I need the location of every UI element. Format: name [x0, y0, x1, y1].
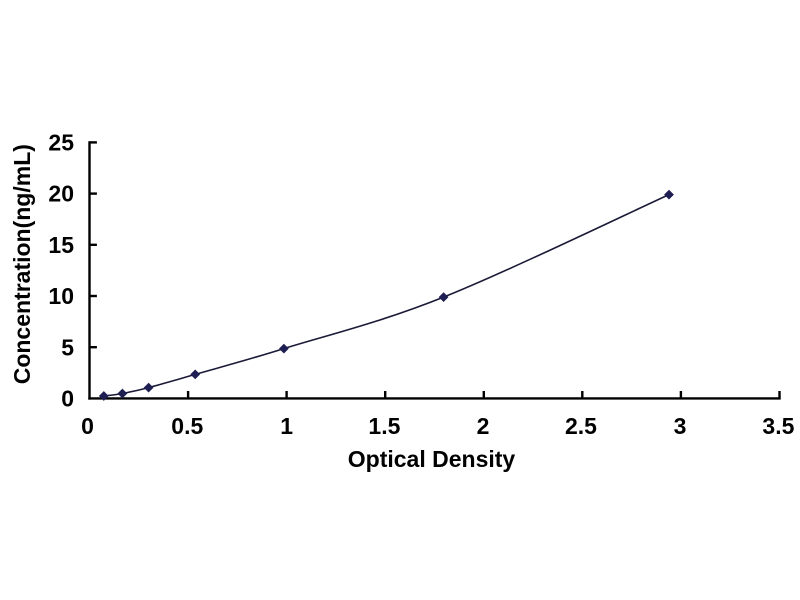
svg-text:2.5: 2.5	[565, 413, 597, 439]
svg-text:0: 0	[61, 386, 74, 412]
svg-text:0.5: 0.5	[171, 413, 203, 439]
svg-text:10: 10	[48, 283, 74, 309]
svg-text:25: 25	[48, 130, 74, 156]
svg-text:3: 3	[674, 413, 687, 439]
svg-text:1: 1	[280, 413, 293, 439]
svg-text:0: 0	[81, 413, 94, 439]
svg-text:2: 2	[477, 413, 490, 439]
svg-text:20: 20	[48, 181, 74, 207]
svg-text:5: 5	[61, 334, 74, 360]
svg-text:Concentration(ng/mL): Concentration(ng/mL)	[9, 144, 35, 384]
svg-text:15: 15	[48, 232, 74, 258]
svg-text:Optical Density: Optical Density	[348, 446, 516, 472]
svg-text:3.5: 3.5	[762, 413, 794, 439]
svg-text:1.5: 1.5	[368, 413, 400, 439]
